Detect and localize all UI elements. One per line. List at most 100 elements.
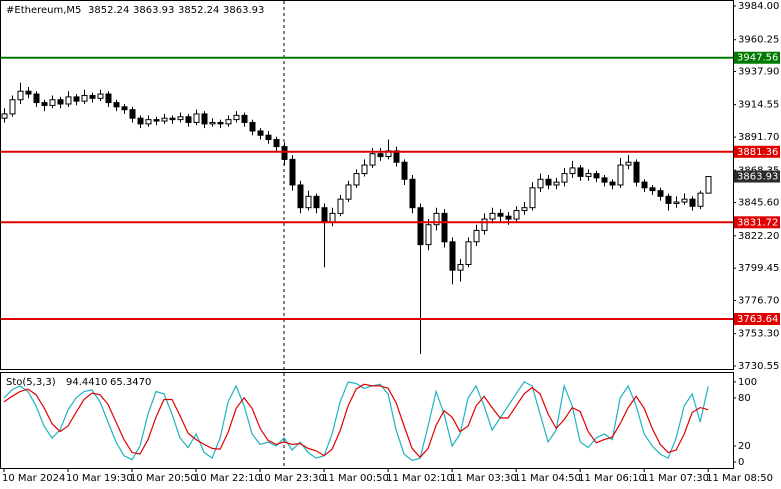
candle-body — [641, 181, 648, 189]
indicator-line — [3, 383, 709, 459]
candle-body — [185, 116, 192, 123]
candle-body — [321, 207, 328, 223]
candle-body — [553, 181, 560, 186]
level-label: 3763.64 — [734, 313, 780, 326]
candle-body — [25, 90, 32, 95]
y-tick-label: 3845.60 — [738, 198, 779, 209]
candle-body — [225, 119, 232, 125]
candle-body — [513, 210, 520, 220]
candle-body — [625, 161, 632, 166]
candle-body — [521, 207, 528, 212]
candle-body — [473, 229, 480, 243]
candle-body — [169, 117, 176, 121]
y-tick-label: 3960.25 — [738, 35, 779, 46]
candle-body — [689, 198, 696, 207]
indicator-panel-border — [0, 372, 734, 469]
candle-body — [449, 241, 456, 271]
candle-body — [305, 195, 312, 209]
ohlc-high: 3863.93 — [133, 5, 174, 16]
candle-body — [665, 195, 672, 204]
candle-body — [153, 119, 160, 122]
candle-body — [673, 201, 680, 204]
candle-body — [481, 218, 488, 231]
candle-body — [233, 114, 240, 121]
candle-body — [145, 119, 152, 125]
x-tick-label: 11 Mar 08:50 — [706, 473, 773, 484]
candle-body — [577, 167, 584, 177]
x-tick-label: 11 Mar 03:30 — [450, 473, 517, 484]
candle-body — [265, 134, 272, 141]
candle-body — [361, 164, 368, 175]
candle-body — [97, 93, 104, 99]
candle-body — [49, 99, 56, 106]
x-tick-label: 10 Mar 22:10 — [194, 473, 261, 484]
candle-body — [89, 94, 96, 99]
candle-body — [705, 176, 712, 194]
candle-body — [281, 146, 288, 160]
x-tick-label: 11 Mar 04:50 — [514, 473, 581, 484]
candle-body — [217, 121, 224, 125]
candle-body — [201, 113, 208, 125]
level-label: 3947.56 — [734, 51, 780, 64]
indicator-line — [3, 381, 709, 462]
level-label-text: 3763.64 — [737, 314, 778, 325]
level-label-text: 3947.56 — [737, 53, 778, 64]
indicator-signal-value: 65.3470 — [110, 377, 151, 388]
candle-body — [241, 114, 248, 123]
x-tick-label: 10 Mar 2024 — [2, 473, 65, 484]
y-tick-label: 3799.45 — [738, 263, 779, 274]
candle-body — [529, 187, 536, 209]
y-tick-label: 3984.00 — [738, 1, 779, 12]
candle-body — [313, 195, 320, 209]
candle-body — [273, 139, 280, 148]
candle-body — [297, 184, 304, 209]
indicator-header: Sto(5,3,3) 94.4410 65.3470 — [6, 377, 151, 388]
candle-body — [177, 116, 184, 121]
candle-body — [617, 164, 624, 186]
candle-body — [41, 102, 48, 106]
level-label: 3881.36 — [734, 145, 780, 158]
candle-body — [417, 207, 424, 246]
candle-body — [289, 158, 296, 186]
y-tick-label: 3937.90 — [738, 66, 779, 77]
ohlc-open: 3852.24 — [88, 5, 129, 16]
candle-body — [129, 109, 136, 119]
candle-body — [681, 198, 688, 203]
level-label: 3831.72 — [734, 216, 780, 229]
candle-body — [337, 198, 344, 214]
level-label-box — [734, 313, 780, 326]
candle-body — [697, 192, 704, 207]
candle-body — [161, 117, 168, 122]
candle-body — [457, 264, 464, 271]
candle-body — [657, 190, 664, 197]
candle-body — [353, 173, 360, 186]
candle-body — [105, 93, 112, 104]
candle-body — [65, 96, 72, 105]
x-tick-label: 11 Mar 00:50 — [322, 473, 389, 484]
candle-body — [73, 96, 80, 102]
level-label-text: 3881.36 — [737, 147, 778, 158]
candle-body — [1, 113, 8, 119]
candle-body — [113, 102, 120, 108]
ohlc-low: 3852.24 — [178, 5, 219, 16]
candle-body — [345, 184, 352, 200]
candle-body — [249, 121, 256, 132]
indicator-y-tick-label: 100 — [738, 377, 757, 388]
candle-body — [609, 181, 616, 186]
candle-body — [569, 167, 576, 175]
main-panel-border — [0, 0, 734, 370]
candle-body — [121, 106, 128, 111]
candle-body — [137, 117, 144, 125]
candle-body — [193, 113, 200, 123]
y-tick-label: 3776.70 — [738, 295, 779, 306]
candle-body — [465, 241, 472, 266]
candle-body — [585, 173, 592, 177]
candle-body — [33, 93, 40, 104]
candle-body — [505, 215, 512, 220]
header: #Ethereum,M5 3852.24 3863.93 3852.24 386… — [6, 5, 264, 16]
candle-body — [257, 130, 264, 136]
candle-body — [561, 173, 568, 183]
candle-body — [537, 178, 544, 189]
